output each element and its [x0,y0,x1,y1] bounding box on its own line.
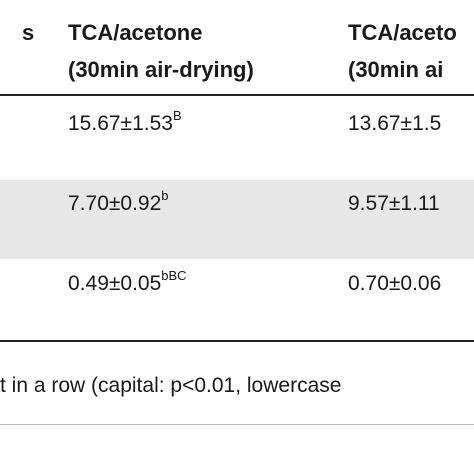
header-cell: (30min ai [348,57,444,82]
table-cell: 0.49±0.05bBC [68,269,187,296]
significance-mark: B [172,108,182,123]
table-cell: 15.67±1.53B [68,109,182,136]
cell-value: 0.49±0.05 [68,272,162,295]
header-cell: TCA/acetone [68,20,203,45]
cell-value: 0.70±0.06 [348,272,442,295]
cell-value: 9.57±1.11 [348,192,440,215]
cell-value: 7.70±0.92 [68,192,162,215]
table-bottom-rule [0,340,474,342]
table-cell: 7.70±0.92b [68,189,169,216]
significance-mark: b [161,188,169,203]
header-cell: (30min air-drying) [68,57,254,82]
shaded-row [0,180,474,259]
header-rule [0,94,474,96]
table-cell: 0.70±0.06 [348,272,441,296]
header-cell: s [22,20,35,45]
table-cell: 13.67±1.5 [348,112,441,136]
significance-mark: bBC [161,268,187,283]
cell-value: 15.67±1.53 [68,112,173,135]
cell-value: 13.67±1.5 [348,112,442,135]
footnote-rule [0,424,474,425]
header-cell: TCA/aceto [348,20,457,45]
table-cell: 9.57±1.11 [348,192,440,216]
footnote: t in a row (capital: p<0.01, lowercase [0,374,342,397]
